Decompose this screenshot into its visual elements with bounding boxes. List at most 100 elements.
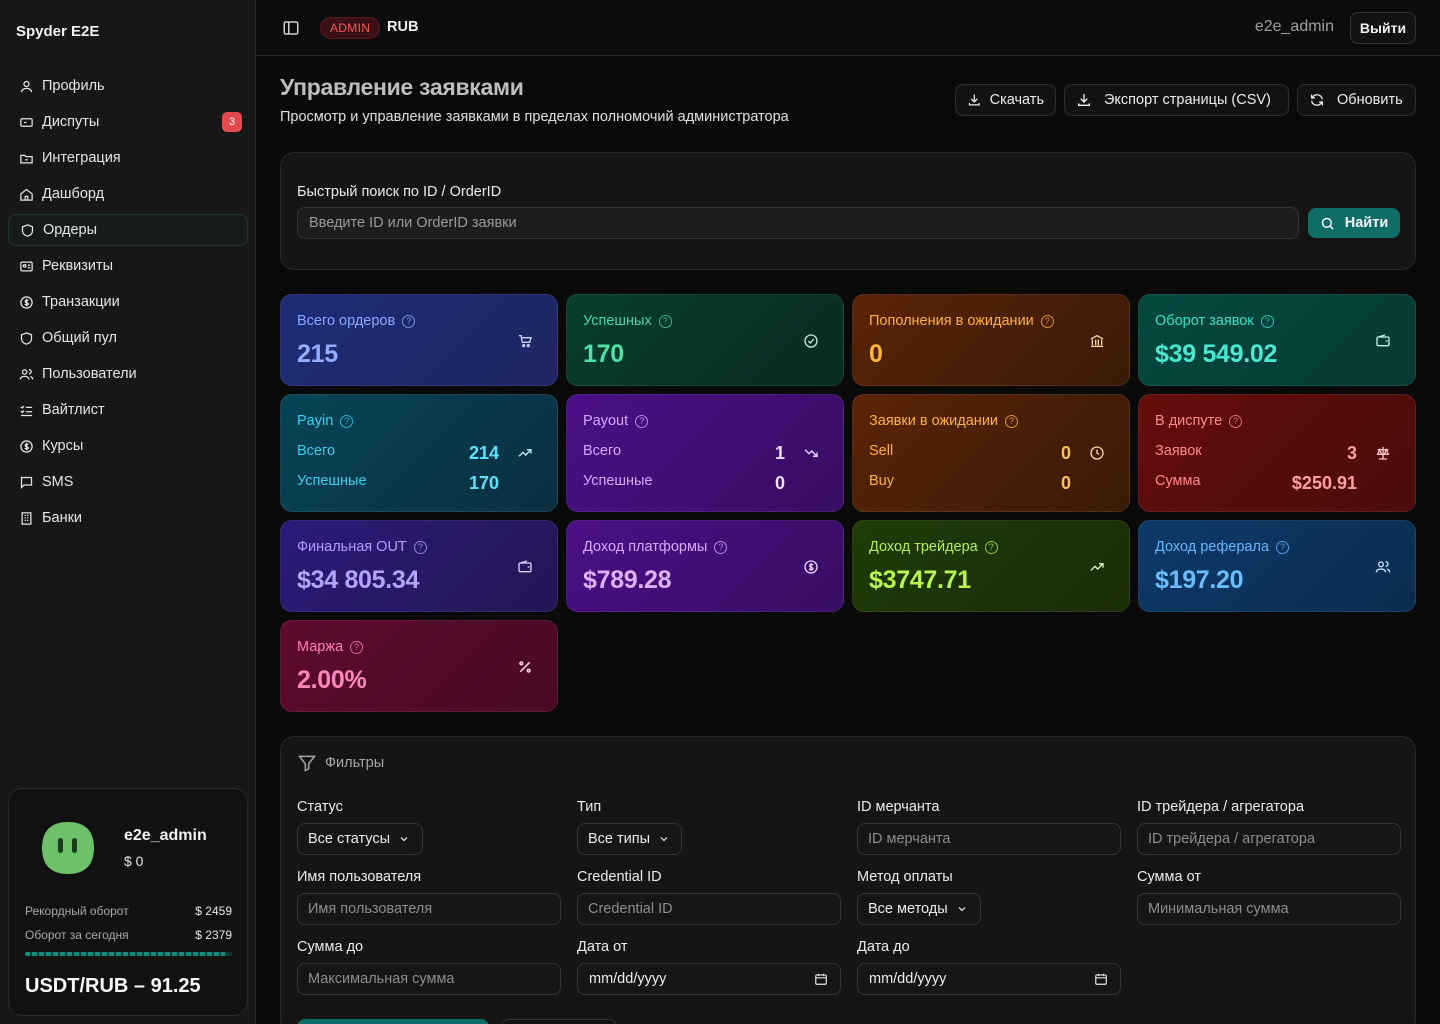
dispute-sum-value: $250.91: [1291, 473, 1357, 493]
sidebar-item-orders[interactable]: Ордеры: [8, 214, 248, 246]
payment-method-value: Все методы: [868, 901, 948, 917]
currency-label: RUB: [387, 19, 419, 35]
sidebar-item-label: Пользователи: [42, 366, 137, 382]
search-button[interactable]: Найти: [1308, 208, 1400, 238]
status-select-value: Все статусы: [308, 831, 391, 847]
card-title: Payout?: [583, 413, 649, 429]
dispute-count-value: 3: [1346, 443, 1357, 463]
payment-method-select[interactable]: Все методы: [857, 893, 981, 925]
card-title: Доход трейдера?: [869, 539, 998, 555]
payout-success-label: Успешные: [583, 473, 653, 489]
status-select[interactable]: Все статусы: [297, 823, 423, 855]
sidebar-item-label: SMS: [42, 474, 74, 490]
help-icon: ?: [1275, 540, 1289, 554]
payin-card: Payin? Всего 214 Успешные 170: [280, 394, 558, 512]
help-icon: ?: [1260, 314, 1274, 328]
sidebar-item-label: Курсы: [42, 438, 84, 454]
card-title: Пополнения в ожидании?: [869, 313, 1054, 329]
sidebar-item-transactions[interactable]: Транзакции: [8, 286, 248, 318]
download-button[interactable]: Скачать: [955, 84, 1056, 116]
refresh-button[interactable]: Обновить: [1297, 84, 1416, 116]
help-icon: ?: [984, 540, 998, 554]
help-icon: ?: [635, 414, 649, 428]
credential-id-input[interactable]: [577, 893, 841, 925]
card-title: Доход платформы?: [583, 539, 728, 555]
sidebar-item-profile[interactable]: Профиль: [8, 70, 248, 102]
shield-icon: [19, 222, 35, 238]
card-title: Оборот заявок?: [1155, 313, 1274, 329]
merchant-id-input[interactable]: [857, 823, 1121, 855]
type-select[interactable]: Все типы: [577, 823, 682, 855]
help-icon: ?: [350, 640, 364, 654]
payment-method-label: Метод оплаты: [857, 869, 953, 885]
logout-button[interactable]: Выйти: [1350, 12, 1416, 44]
payout-total-row: Всего 1: [583, 443, 785, 464]
message-icon: [18, 474, 34, 490]
pending-sell-value: 0: [1060, 443, 1071, 463]
export-label: Экспорт страницы (CSV): [1104, 92, 1271, 108]
referral-income-value: $197.20: [1155, 566, 1244, 594]
trader-id-input[interactable]: [1137, 823, 1401, 855]
sum-to-input[interactable]: [297, 963, 561, 995]
record-turnover-value: $ 2459: [195, 904, 232, 918]
sidebar-item-disputes[interactable]: Диспуты 3: [8, 106, 248, 138]
help-icon: ?: [714, 540, 728, 554]
sidebar-item-dashboard[interactable]: Дашборд: [8, 178, 248, 210]
cart-icon: [517, 333, 535, 351]
sidebar-item-rates[interactable]: Курсы: [8, 430, 248, 462]
users-icon: [1375, 559, 1393, 577]
payout-success-row: Успешные 0: [583, 473, 785, 494]
help-icon: ?: [658, 314, 672, 328]
sidebar-item-common-pool[interactable]: Общий пул: [8, 322, 248, 354]
card-title: Доход реферала?: [1155, 539, 1289, 555]
sidebar-item-whitelist[interactable]: Вайтлист: [8, 394, 248, 426]
pending-deposits-value: 0: [869, 340, 883, 368]
wallet-icon: [1375, 333, 1393, 351]
apply-filters-button[interactable]: [297, 1019, 489, 1024]
calendar-icon[interactable]: [814, 972, 828, 986]
dispute-card: В диспуте? Заявок 3 Сумма $250.91: [1138, 394, 1416, 512]
help-icon: ?: [413, 540, 427, 554]
sidebar-item-requisites[interactable]: Реквизиты: [8, 250, 248, 282]
pending-sell-label: Sell: [869, 443, 894, 459]
merchant-id-label: ID мерчанта: [857, 799, 940, 815]
date-to-input[interactable]: mm/dd/yyyy: [857, 963, 1121, 995]
platform-income-card: Доход платформы? $789.28: [566, 520, 844, 612]
calendar-icon[interactable]: [1094, 972, 1108, 986]
sidebar-item-sms[interactable]: SMS: [8, 466, 248, 498]
quick-search-card: Быстрый поиск по ID / OrderID Найти: [280, 152, 1416, 270]
record-turnover-row: Рекордный оборот $ 2459: [25, 904, 232, 918]
chevron-down-icon: [660, 837, 668, 842]
today-turnover-label: Оборот за сегодня: [25, 928, 129, 942]
sidebar-item-integration[interactable]: Интеграция: [8, 142, 248, 174]
sidebar-item-banks[interactable]: Банки: [8, 502, 248, 534]
card-title: Успешных?: [583, 313, 672, 329]
users-icon: [18, 366, 34, 382]
username-input[interactable]: [297, 893, 561, 925]
quick-search-input[interactable]: [297, 207, 1299, 239]
download-label: Скачать: [989, 92, 1044, 108]
sidebar-item-users[interactable]: Пользователи: [8, 358, 248, 390]
folder-icon: [18, 150, 34, 166]
card-title: Маржа?: [297, 639, 364, 655]
final-out-card: Финальная OUT? $34 805.34: [280, 520, 558, 612]
status-filter-label: Статус: [297, 799, 343, 815]
filters-title: Фильтры: [297, 753, 384, 773]
help-icon: ?: [1005, 414, 1019, 428]
reset-filters-button[interactable]: [501, 1019, 617, 1024]
sidebar-toggle-icon[interactable]: [282, 19, 300, 37]
payout-success-value: 0: [774, 473, 785, 493]
export-csv-button[interactable]: Экспорт страницы (CSV): [1064, 84, 1289, 116]
wallet-icon: [517, 559, 535, 577]
sidebar-item-label: Реквизиты: [42, 258, 114, 274]
sum-from-label: Сумма от: [1137, 869, 1201, 885]
user-card-balance: $ 0: [124, 853, 144, 869]
payin-success-label: Успешные: [297, 473, 367, 489]
sum-from-input[interactable]: [1137, 893, 1401, 925]
date-from-input[interactable]: mm/dd/yyyy: [577, 963, 841, 995]
page-subtitle: Просмотр и управление заявками в предела…: [280, 109, 789, 125]
payout-card: Payout? Всего 1 Успешные 0: [566, 394, 844, 512]
user-card-name: e2e_admin: [124, 827, 207, 844]
sidebar-nav: Профиль Диспуты 3 Интеграция Дашборд Орд…: [8, 70, 248, 538]
chevron-down-icon: [400, 837, 408, 842]
